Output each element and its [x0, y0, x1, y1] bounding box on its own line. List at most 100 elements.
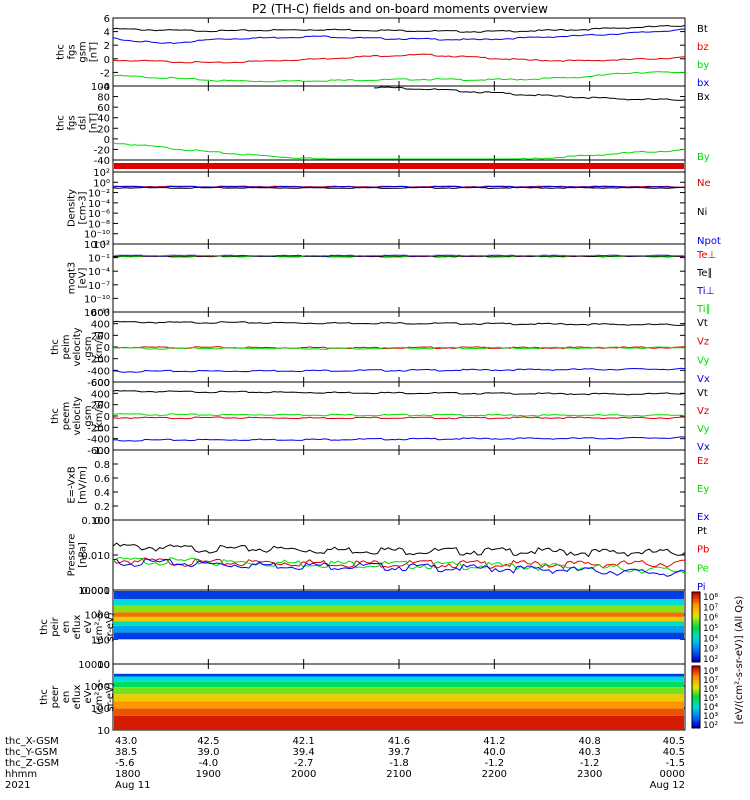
colorbar-tick-label: 10³ — [703, 645, 718, 655]
y-tick-label: 0.100 — [81, 516, 110, 527]
ephemeris-value: 40.3 — [579, 747, 601, 758]
spectrogram-band — [114, 676, 684, 682]
colorbar-tick-label: 10⁸ — [703, 593, 718, 603]
y-axis-label-line: [mV/m] — [78, 466, 89, 504]
ephemeris-value: -1.8 — [389, 758, 409, 769]
colorbar-cell — [692, 650, 700, 654]
ephemeris-value: 40.5 — [663, 747, 685, 758]
colorbar-cell — [692, 699, 700, 702]
y-tick-label: 10⁰ — [93, 178, 110, 189]
y-axis-label-line: (cm²-s- — [94, 609, 105, 645]
colorbar-cell — [692, 655, 700, 658]
ephemeris-value: 40.0 — [483, 747, 505, 758]
colorbar-cell — [692, 692, 700, 696]
y-tick-label: 20 — [97, 124, 110, 135]
y-tick-label: 10⁻¹⁰ — [84, 230, 110, 241]
legend-entry: Ti∥ — [696, 304, 711, 315]
legend-entry: Vz — [697, 406, 709, 417]
colorbar-tick-label: 10⁴ — [703, 703, 718, 713]
series-line — [112, 346, 686, 350]
panel: thc fgs gsm [nT] 6 4 2 0 -2 -4 Bt bz by bx — [56, 14, 710, 93]
series-line — [112, 557, 686, 570]
colorbar-cell — [692, 610, 700, 614]
legend-entry: Ey — [697, 484, 709, 495]
panel-frame — [112, 85, 686, 161]
y-axis-label-line: peem — [61, 402, 72, 430]
y-axis-label-line: peim — [61, 334, 72, 359]
y-axis-label-line: E=-VxB — [67, 466, 78, 503]
legend-entry: Ne — [697, 178, 711, 189]
colorbar-cell — [692, 688, 700, 692]
ephemeris-value: 42.1 — [293, 736, 315, 747]
legend-entry: Bt — [697, 24, 708, 35]
y-tick-label: -40 — [94, 156, 110, 167]
legend-entry: Vx — [697, 442, 710, 453]
colorbar-tick-label: 10³ — [703, 712, 718, 722]
series-line — [112, 320, 686, 326]
colorbar-cell — [692, 643, 700, 647]
colorbar-cell — [692, 594, 700, 598]
y-axis-label-line: thc — [39, 689, 50, 705]
colorbar-cell — [692, 723, 700, 727]
colorbar-frame — [691, 665, 701, 729]
colorbar-cell — [692, 592, 700, 595]
y-tick-label: -400 — [87, 366, 110, 377]
y-tick-label: 0.010 — [81, 551, 110, 562]
colorbar-cell — [692, 659, 700, 663]
legend-entry: Vz — [697, 337, 709, 348]
y-tick-label: 10² — [93, 240, 110, 251]
legend-entry: Te⊥ — [696, 250, 716, 261]
y-axis-label-line: eV — [83, 620, 94, 633]
y-tick-label: 100 — [91, 82, 110, 93]
y-axis-label-line: en — [61, 691, 72, 704]
y-axis-label-line: en — [61, 621, 72, 634]
y-tick-label: 10⁻¹² — [84, 240, 110, 251]
y-tick-label: -600 — [87, 446, 110, 457]
colorbar-cell — [692, 617, 700, 621]
series-line — [112, 71, 686, 83]
y-axis-label-line: [km/s] — [94, 400, 105, 432]
colorbar-cell — [692, 721, 700, 725]
legend-entry: By — [697, 152, 710, 163]
colorbar-cell — [692, 684, 700, 688]
y-axis-label-line: [nPa] — [78, 542, 89, 568]
legend-entry: bx — [697, 78, 709, 89]
legend-entry: bz — [697, 42, 709, 53]
y-axis-label-line: velocity — [72, 327, 83, 366]
y-tick-label: -400 — [87, 435, 110, 446]
y-tick-label: 0 — [104, 343, 110, 354]
ephemeris-value: 2100 — [386, 769, 411, 780]
spectrogram-band — [114, 612, 684, 617]
y-tick-label: 10⁻¹ — [88, 254, 110, 265]
ephemeris-row-label: thc_Z-GSM — [5, 758, 59, 769]
panel: thc peer en eflux eV (cm²-s-sr-eV) 10000 1000 10… — [39, 660, 686, 737]
y-tick-label: 400 — [91, 320, 110, 331]
y-tick-label: 0.0 — [94, 516, 110, 527]
y-tick-label: 100 — [91, 635, 110, 646]
colorbar-cell — [692, 599, 700, 602]
y-tick-label: 200 — [91, 401, 110, 412]
y-tick-label: 100 — [91, 704, 110, 715]
colorbar-tick-label: 10⁵ — [703, 694, 718, 704]
ephemeris-value: 2200 — [482, 769, 507, 780]
ephemeris-value: -4.0 — [199, 758, 219, 769]
y-axis-label-line: thc — [56, 115, 67, 131]
ephemeris-value: 41.6 — [388, 736, 410, 747]
ephemeris-value: 39.7 — [388, 747, 410, 758]
ephemeris-value: 0000 — [660, 769, 685, 780]
y-axis-label-line: dsl — [78, 116, 89, 130]
legend-entry: Pt — [697, 526, 707, 537]
series-line — [113, 254, 686, 257]
spectrogram-band — [114, 673, 684, 677]
y-tick-label: 0.8 — [94, 460, 110, 471]
ephemeris-value: 39.4 — [293, 747, 315, 758]
y-tick-label: 600 — [91, 378, 110, 389]
legend-entry: Pe — [697, 563, 709, 574]
y-axis-label-line: velocity — [72, 396, 83, 435]
ephemeris-row-label: thc_Y-GSM — [5, 747, 57, 758]
colorbar-cell — [692, 680, 700, 684]
y-axis-label-line: thc — [56, 44, 67, 60]
colorbar-cell — [692, 657, 700, 661]
y-tick-label: 400 — [91, 389, 110, 400]
